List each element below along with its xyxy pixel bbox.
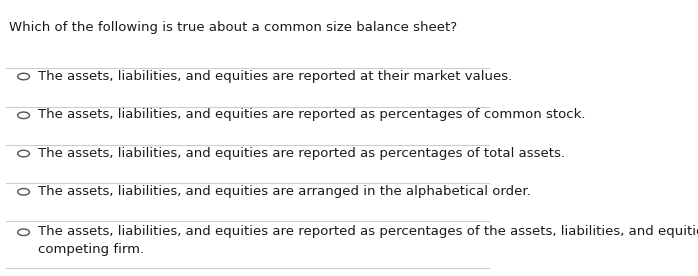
Text: The assets, liabilities, and equities are reported as percentages of total asset: The assets, liabilities, and equities ar…	[38, 147, 565, 160]
Text: The assets, liabilities, and equities are arranged in the alphabetical order.: The assets, liabilities, and equities ar…	[38, 185, 531, 198]
Text: The assets, liabilities, and equities are reported as percentages of common stoc: The assets, liabilities, and equities ar…	[38, 108, 586, 121]
Text: The assets, liabilities, and equities are reported as percentages of the assets,: The assets, liabilities, and equities ar…	[38, 225, 698, 256]
Text: Which of the following is true about a common size balance sheet?: Which of the following is true about a c…	[9, 20, 457, 33]
Text: The assets, liabilities, and equities are reported at their market values.: The assets, liabilities, and equities ar…	[38, 70, 512, 83]
